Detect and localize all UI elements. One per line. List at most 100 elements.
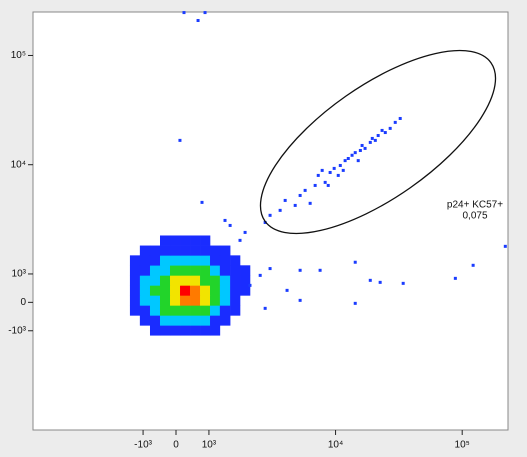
event-point	[353, 151, 357, 155]
event-point	[350, 153, 354, 157]
density-cell	[170, 245, 181, 256]
density-cell	[200, 275, 211, 286]
event-point	[320, 168, 324, 172]
density-cell	[219, 275, 231, 286]
density-cell	[139, 265, 151, 276]
density-cell	[129, 275, 141, 286]
density-cell	[219, 265, 231, 276]
density-cell	[190, 275, 201, 286]
density-cell	[149, 275, 161, 286]
density-cell	[190, 245, 201, 256]
event-point	[196, 18, 200, 22]
event-point	[356, 159, 360, 163]
density-cell	[230, 285, 241, 296]
x-tick-label: 10⁴	[328, 440, 343, 451]
marks	[129, 11, 507, 336]
event-point	[380, 128, 384, 132]
event-point	[376, 134, 380, 138]
density-cell	[139, 275, 151, 286]
event-point	[203, 11, 207, 15]
event-point	[268, 267, 272, 271]
density-cell	[240, 275, 251, 286]
density-cell	[139, 255, 151, 266]
density-cell	[210, 255, 221, 266]
density-cell	[219, 305, 231, 316]
density-cell	[190, 295, 201, 306]
density-cell	[200, 265, 211, 276]
density-cell	[210, 305, 221, 316]
density-cell	[149, 315, 161, 326]
density-cell	[170, 315, 181, 326]
event-point	[328, 170, 332, 174]
density-cell	[159, 285, 171, 296]
y-tick-label: 10⁵	[11, 50, 26, 61]
density-cell	[230, 265, 241, 276]
event-point	[326, 183, 330, 187]
density-cell	[149, 265, 161, 276]
density-cell	[230, 275, 241, 286]
event-point	[336, 173, 340, 177]
event-point	[323, 180, 327, 184]
event-point	[298, 193, 302, 197]
density-cell	[159, 295, 171, 306]
density-cell	[180, 245, 191, 256]
event-point	[360, 143, 364, 147]
density-cell	[159, 255, 171, 266]
event-point	[278, 208, 282, 212]
density-cell	[180, 275, 191, 286]
density-cell	[180, 255, 191, 266]
x-tick-label: -10³	[134, 440, 152, 451]
density-cell	[170, 325, 181, 336]
event-point	[388, 126, 392, 130]
y-tick-label: 10⁴	[11, 159, 26, 170]
event-point	[243, 230, 247, 234]
density-cell	[210, 265, 221, 276]
density-cell	[129, 285, 141, 296]
density-cell	[180, 285, 191, 296]
density-cell	[159, 305, 171, 316]
density-cell	[159, 245, 171, 256]
event-point	[373, 138, 377, 142]
density-cell	[200, 235, 211, 246]
event-point	[358, 148, 362, 152]
event-point	[293, 203, 297, 207]
gate	[259, 49, 497, 235]
density-cell	[219, 315, 231, 326]
density-cell	[230, 305, 241, 316]
event-point	[228, 223, 232, 227]
event-point	[182, 11, 186, 15]
density-cell	[149, 245, 161, 256]
density-cell	[159, 235, 171, 246]
event-point	[338, 163, 342, 167]
event-point	[298, 268, 302, 272]
event-point	[283, 198, 287, 202]
density-cell	[170, 295, 181, 306]
density-cell	[219, 295, 231, 306]
event-point	[503, 244, 507, 248]
x-tick-label: 10⁵	[455, 440, 470, 451]
density-cell	[219, 255, 231, 266]
event-point	[318, 268, 322, 272]
density-cell	[210, 245, 221, 256]
y-tick-label: 0	[20, 297, 26, 308]
event-point	[238, 238, 242, 242]
event-point	[263, 306, 267, 310]
density-cell	[219, 285, 231, 296]
event-point	[268, 213, 272, 217]
density-cell	[129, 255, 141, 266]
plot-area	[32, 11, 509, 431]
density-cell	[170, 305, 181, 316]
density-cell	[180, 235, 191, 246]
event-point	[298, 298, 302, 302]
density-cell	[149, 325, 161, 336]
event-point	[368, 278, 372, 282]
density-cell	[240, 265, 251, 276]
density-cell	[129, 265, 141, 276]
density-cell	[180, 265, 191, 276]
density-cell	[139, 315, 151, 326]
y-tick-label: -10³	[8, 325, 26, 336]
density-cell	[170, 255, 181, 266]
event-point	[346, 156, 350, 160]
event-point	[453, 276, 457, 280]
event-point	[200, 200, 204, 204]
